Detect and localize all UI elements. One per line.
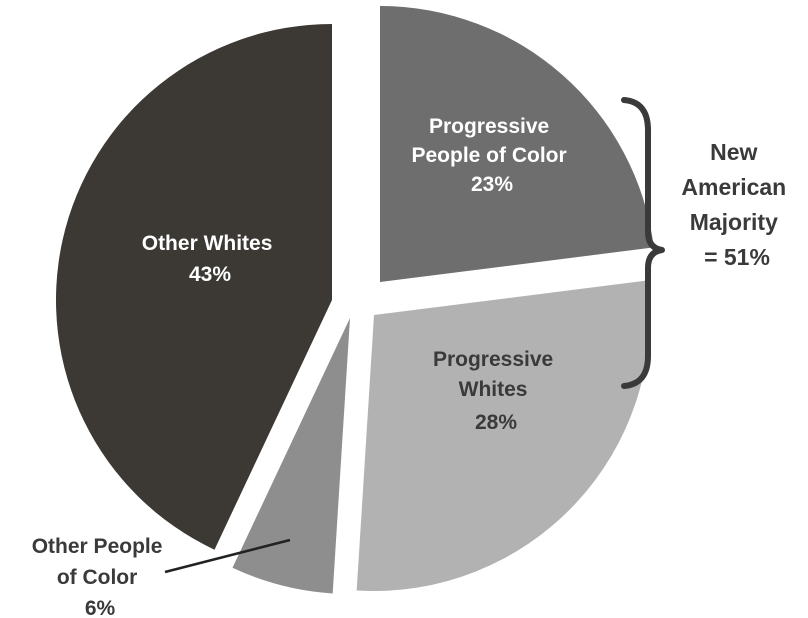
curly-brace: [621, 97, 665, 389]
label-other-people-of-color: Other People of Color 6%: [32, 535, 169, 618]
label-opoc-line1: Other People: [32, 535, 163, 558]
label-ow-line1: Other Whites: [142, 232, 273, 255]
label-other-whites: Other Whites 43%: [142, 232, 279, 286]
annotation-new-american-majority: New American Majority = 51%: [681, 139, 792, 270]
annotation-line4: = 51%: [704, 244, 770, 270]
label-ppoc-line2: People of Color: [411, 144, 566, 167]
value-pw: 28%: [475, 411, 517, 434]
value-ppoc: 23%: [471, 173, 513, 196]
slice-progressive-whites: [356, 280, 650, 591]
label-ppoc-line1: Progressive: [429, 115, 549, 138]
value-ow: 43%: [189, 263, 231, 286]
slice-other-people-of-color: [232, 318, 350, 594]
label-progressive-people-of-color: Progressive People of Color 23%: [411, 115, 572, 196]
annotation-line2: American: [681, 174, 786, 200]
leader-line-other-people-of-color: [164, 538, 291, 574]
annotation-line3: Majority: [690, 209, 778, 235]
value-opoc: 6%: [85, 597, 116, 618]
label-pw-line1: Progressive: [433, 348, 553, 371]
annotation-line1: New: [710, 139, 757, 165]
slice-other-whites: [55, 24, 332, 550]
slice-progressive-people-of-color: [380, 6, 654, 282]
label-pw-line2: Whites: [459, 378, 528, 401]
label-progressive-whites: Progressive Whites 28%: [433, 348, 559, 434]
label-opoc-line2: of Color: [57, 566, 137, 589]
